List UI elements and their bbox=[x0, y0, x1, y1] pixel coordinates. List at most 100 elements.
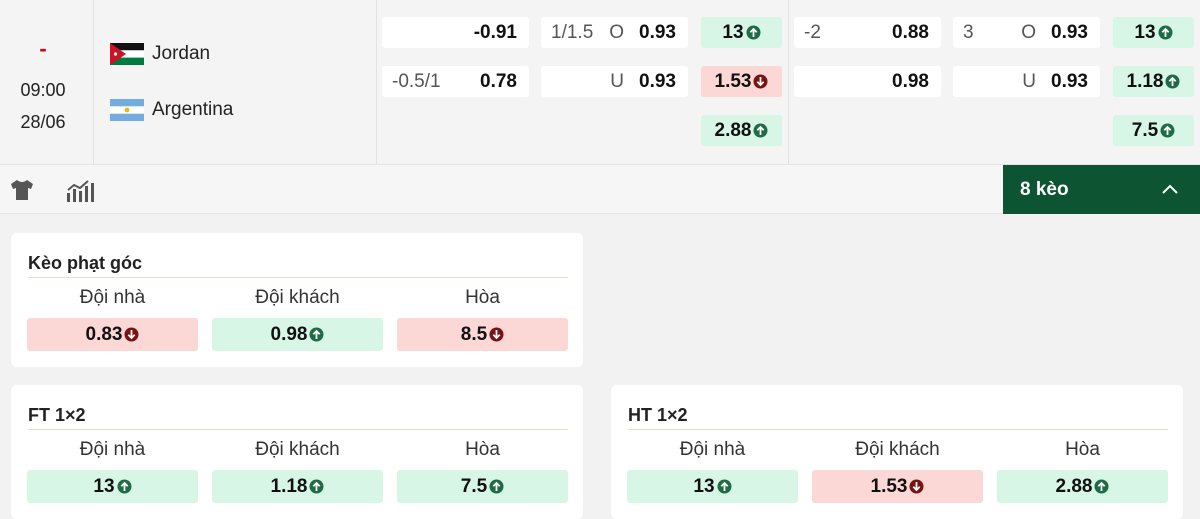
column-header: Hòa bbox=[465, 287, 500, 308]
odds-value: 8.5 bbox=[460, 323, 488, 345]
line: 1/1.5 bbox=[551, 22, 594, 43]
odds-value: 1.53 bbox=[714, 70, 752, 92]
trend-up-icon bbox=[309, 479, 324, 494]
odds-cell[interactable]: 13 bbox=[627, 470, 798, 503]
market-card: HT 1×2 Đội nhà Đội khách Hòa 13 1.53 2.88 bbox=[611, 385, 1183, 519]
odds-value: 7.5 bbox=[1131, 119, 1159, 141]
odds-value: 0.98 bbox=[270, 323, 308, 345]
match-row: - 09:00 28/06 Jordan Argentina -0.91 -0.5… bbox=[0, 0, 1200, 165]
odds-value: 0.93 bbox=[1051, 71, 1088, 92]
odds-cell[interactable]: -0.91 bbox=[382, 17, 529, 48]
card-title: Kèo phạt góc bbox=[28, 253, 143, 273]
trend-up-icon bbox=[309, 327, 324, 342]
card-title: HT 1×2 bbox=[628, 405, 688, 425]
odds-value: -0.91 bbox=[473, 22, 517, 43]
odds-value: 13 bbox=[693, 475, 715, 497]
odds-cell[interactable]: 2.88 bbox=[997, 470, 1168, 503]
odds-value: 0.93 bbox=[639, 71, 676, 92]
match-date: 28/06 bbox=[20, 112, 66, 132]
trend-down-icon bbox=[909, 479, 924, 494]
odds-cell[interactable]: 7.5 bbox=[1113, 115, 1194, 146]
trend-up-icon bbox=[1094, 479, 1109, 494]
trend-up-icon bbox=[1158, 25, 1173, 40]
toolbar: 8 kèo bbox=[0, 165, 1200, 214]
divider bbox=[93, 0, 94, 165]
odds-cell[interactable]: U 0.93 bbox=[953, 66, 1100, 97]
odds-cell[interactable]: 2.88 bbox=[701, 115, 782, 146]
divider bbox=[376, 0, 377, 165]
market-card: Kèo phạt góc Đội nhà Đội khách Hòa 0.83 0.98 8… bbox=[11, 233, 583, 367]
odds-value: 2.88 bbox=[714, 119, 752, 141]
odds-value: 13 bbox=[93, 475, 115, 497]
column-header: Đội nhà bbox=[679, 439, 746, 460]
odds-value: 0.98 bbox=[892, 71, 929, 92]
odds-cell[interactable]: 1.53 bbox=[701, 66, 782, 97]
card-title: FT 1×2 bbox=[28, 405, 86, 425]
trend-down-icon bbox=[124, 327, 139, 342]
flag-argentina bbox=[110, 99, 144, 121]
odds-cell[interactable]: 1.18 bbox=[212, 470, 383, 503]
line: 3 bbox=[963, 22, 974, 43]
odds-value: 0.93 bbox=[1051, 22, 1088, 43]
trend-up-icon bbox=[717, 479, 732, 494]
odds-cell[interactable]: 7.5 bbox=[397, 470, 568, 503]
away-team[interactable]: Argentina bbox=[152, 99, 234, 120]
stats-icon[interactable] bbox=[66, 179, 94, 203]
column-header: Đội khách bbox=[855, 439, 940, 460]
odds-value: 1.18 bbox=[1126, 70, 1164, 92]
odds-cell[interactable]: 13 bbox=[1113, 17, 1194, 48]
column-header: Đội khách bbox=[255, 287, 340, 308]
home-team[interactable]: Jordan bbox=[152, 43, 211, 64]
odds-cell[interactable]: 1.18 bbox=[1113, 66, 1194, 97]
line: -0.5/1 bbox=[392, 71, 441, 92]
trend-up-icon bbox=[753, 123, 768, 138]
divider bbox=[788, 0, 789, 165]
divider bbox=[628, 429, 1168, 430]
side: O bbox=[1021, 22, 1036, 43]
odds-value: 13 bbox=[1134, 21, 1156, 43]
market-card: FT 1×2 Đội nhà Đội khách Hòa 13 1.18 7.5 bbox=[11, 385, 583, 519]
odds-cell[interactable]: U 0.93 bbox=[541, 66, 688, 97]
odds-cell[interactable]: -0.5/1 0.78 bbox=[382, 66, 529, 97]
column-header: Hòa bbox=[465, 439, 500, 460]
trend-up-icon bbox=[489, 479, 504, 494]
collapse-icon bbox=[1162, 184, 1178, 194]
odds-cell[interactable]: 1.53 bbox=[812, 470, 983, 503]
odds-cell[interactable]: 8.5 bbox=[397, 318, 568, 351]
trend-up-icon bbox=[746, 25, 761, 40]
column-header: Đội nhà bbox=[79, 439, 146, 460]
odds-value: 2.88 bbox=[1055, 475, 1093, 497]
odds-cell[interactable]: 0.98 bbox=[212, 318, 383, 351]
odds-cell[interactable]: 1/1.5 O 0.93 bbox=[541, 17, 688, 48]
odds-cell[interactable]: 0.83 bbox=[27, 318, 198, 351]
trend-up-icon bbox=[117, 479, 132, 494]
trend-down-icon bbox=[489, 327, 504, 342]
lineup-icon[interactable] bbox=[10, 179, 34, 201]
odds-cell[interactable]: -2 0.88 bbox=[794, 17, 941, 48]
odds-value: 1.18 bbox=[270, 475, 308, 497]
divider bbox=[28, 277, 568, 278]
divider bbox=[28, 429, 568, 430]
column-header: Đội nhà bbox=[79, 287, 146, 308]
odds-value: 13 bbox=[722, 21, 744, 43]
match-time: 09:00 bbox=[20, 80, 66, 100]
odds-cell[interactable]: 13 bbox=[701, 17, 782, 48]
match-status: - bbox=[39, 36, 47, 61]
markets-button[interactable]: 8 kèo bbox=[1003, 165, 1200, 214]
trend-up-icon bbox=[1160, 123, 1175, 138]
odds-cell[interactable]: 0.98 bbox=[794, 66, 941, 97]
odds-cell[interactable]: 13 bbox=[27, 470, 198, 503]
side: O bbox=[609, 22, 624, 43]
line: -2 bbox=[804, 22, 821, 43]
column-header: Đội khách bbox=[255, 439, 340, 460]
side: U bbox=[1022, 71, 1036, 92]
column-header: Hòa bbox=[1065, 439, 1100, 460]
flag-jordan bbox=[110, 43, 144, 65]
odds-cell[interactable]: 3 O 0.93 bbox=[953, 17, 1100, 48]
odds-value: 0.83 bbox=[85, 323, 123, 345]
odds-value: 7.5 bbox=[460, 475, 488, 497]
trend-up-icon bbox=[1165, 74, 1180, 89]
odds-value: 0.88 bbox=[892, 22, 929, 43]
